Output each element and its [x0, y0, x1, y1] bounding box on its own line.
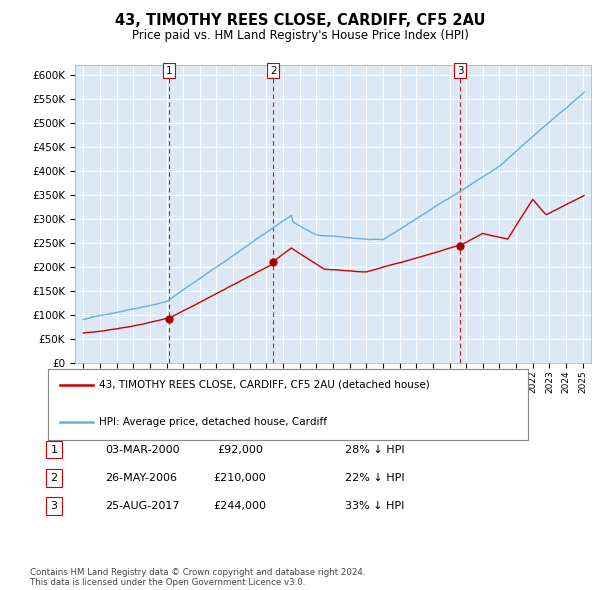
Text: £92,000: £92,000 [217, 445, 263, 454]
Text: 2: 2 [50, 473, 58, 483]
Text: 3: 3 [457, 65, 464, 76]
Text: 43, TIMOTHY REES CLOSE, CARDIFF, CF5 2AU: 43, TIMOTHY REES CLOSE, CARDIFF, CF5 2AU [115, 13, 485, 28]
Text: Contains HM Land Registry data © Crown copyright and database right 2024.
This d: Contains HM Land Registry data © Crown c… [30, 568, 365, 587]
Text: 03-MAR-2000: 03-MAR-2000 [105, 445, 179, 454]
Text: Price paid vs. HM Land Registry's House Price Index (HPI): Price paid vs. HM Land Registry's House … [131, 29, 469, 42]
Text: 22% ↓ HPI: 22% ↓ HPI [345, 473, 404, 483]
Text: 25-AUG-2017: 25-AUG-2017 [105, 502, 179, 511]
Text: 1: 1 [166, 65, 173, 76]
Text: £210,000: £210,000 [214, 473, 266, 483]
Text: 2: 2 [270, 65, 277, 76]
Text: 43, TIMOTHY REES CLOSE, CARDIFF, CF5 2AU (detached house): 43, TIMOTHY REES CLOSE, CARDIFF, CF5 2AU… [99, 380, 430, 389]
Text: 3: 3 [50, 502, 58, 511]
Text: 1: 1 [50, 445, 58, 454]
Text: 28% ↓ HPI: 28% ↓ HPI [345, 445, 404, 454]
Text: 26-MAY-2006: 26-MAY-2006 [105, 473, 177, 483]
Text: HPI: Average price, detached house, Cardiff: HPI: Average price, detached house, Card… [99, 417, 327, 427]
Text: £244,000: £244,000 [214, 502, 266, 511]
Text: 33% ↓ HPI: 33% ↓ HPI [345, 502, 404, 511]
